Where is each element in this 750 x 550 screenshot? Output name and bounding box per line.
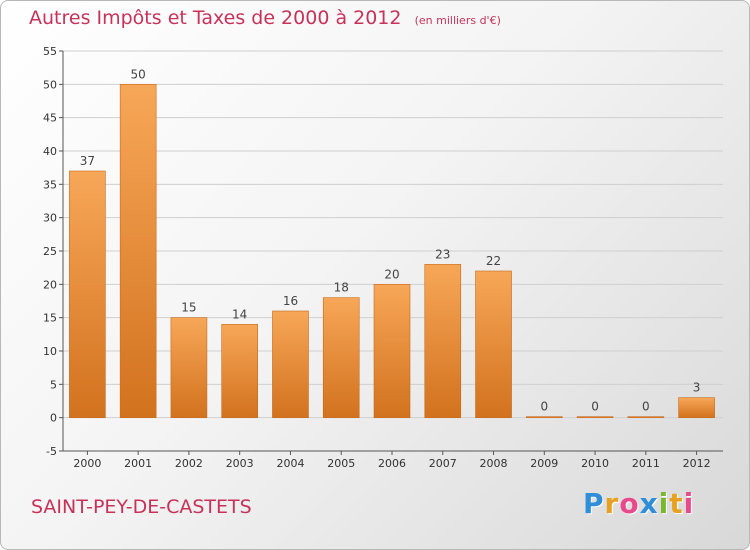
bar-2005 — [322, 297, 360, 418]
bar-2003 — [221, 324, 258, 418]
data-label-2005: 18 — [334, 281, 349, 295]
y-tick-label: 30 — [43, 212, 57, 225]
data-label-2011: 0 — [642, 400, 650, 414]
x-tick-label: 2002 — [175, 457, 203, 470]
data-label-2003: 14 — [232, 307, 247, 321]
y-tick-label: 55 — [43, 45, 57, 58]
chart-title: Autres Impôts et Taxes de 2000 à 2012 — [29, 7, 402, 29]
bar-2009 — [526, 416, 563, 418]
bars-group — [69, 84, 715, 418]
data-label-2010: 0 — [591, 400, 599, 414]
y-tick-label: -5 — [46, 445, 57, 458]
bar-2000 — [69, 170, 106, 418]
y-tick-label: 45 — [43, 112, 57, 125]
data-labels: 37 50 15 14 16 18 20 23 22 0 0 0 3 — [80, 67, 701, 413]
logo-letter: x — [639, 487, 659, 520]
y-tick-label: 50 — [43, 78, 57, 91]
x-tick-label: 2011 — [632, 457, 660, 470]
logo-letter: P — [583, 487, 605, 520]
axes — [59, 50, 723, 455]
y-tick-label: 10 — [43, 345, 57, 358]
x-tick-label: 2004 — [276, 457, 304, 470]
x-tick-label: 2009 — [530, 457, 558, 470]
proxiti-logo: Proxiti — [583, 487, 694, 520]
data-label-2004: 16 — [283, 294, 298, 308]
x-tick-label: 2012 — [683, 457, 711, 470]
logo-letter: i — [683, 487, 695, 520]
bar-2007 — [424, 264, 462, 418]
bar-2012 — [678, 397, 715, 418]
y-tick-label: 5 — [50, 378, 57, 391]
x-tick-label: 2007 — [429, 457, 457, 470]
y-tick-label: 15 — [43, 312, 57, 325]
x-tick-label: 2010 — [581, 457, 609, 470]
x-tick-label: 2006 — [378, 457, 406, 470]
data-label-2007: 23 — [435, 247, 450, 261]
bar-2001 — [119, 84, 157, 418]
y-tick-label: 0 — [50, 412, 57, 425]
x-tick-label: 2000 — [73, 457, 101, 470]
y-tick-label: 35 — [43, 178, 57, 191]
commune-name: SAINT-PEY-DE-CASTETS — [31, 496, 252, 518]
bar-2006 — [373, 284, 411, 418]
x-tick-label: 2005 — [327, 457, 355, 470]
data-label-2001: 50 — [131, 67, 146, 81]
bar-2010 — [576, 416, 614, 418]
data-label-2009: 0 — [540, 400, 548, 414]
x-tick-label: 2001 — [124, 457, 152, 470]
chart-subtitle: (en milliers d'€) — [414, 14, 501, 27]
data-label-2012: 3 — [693, 381, 701, 395]
logo-letter: r — [604, 487, 620, 520]
logo-letter: o — [619, 487, 640, 520]
logo-letter: t — [669, 487, 684, 520]
data-label-2006: 20 — [384, 267, 399, 281]
y-tick-label: 20 — [43, 278, 57, 291]
bar-2011 — [627, 416, 665, 418]
y-tick-label: 40 — [43, 145, 57, 158]
y-tick-label: 25 — [43, 245, 57, 258]
bar-2004 — [272, 310, 309, 418]
bar-2008 — [475, 270, 512, 418]
x-tick-label: 2003 — [226, 457, 254, 470]
data-label-2002: 15 — [181, 301, 196, 315]
data-label-2008: 22 — [486, 254, 501, 268]
bar-2002 — [170, 317, 208, 418]
x-tick-label: 2008 — [480, 457, 508, 470]
data-label-2000: 37 — [80, 154, 95, 168]
title-row: Autres Impôts et Taxes de 2000 à 2012 (e… — [29, 7, 501, 29]
logo-letter: i — [658, 487, 670, 520]
